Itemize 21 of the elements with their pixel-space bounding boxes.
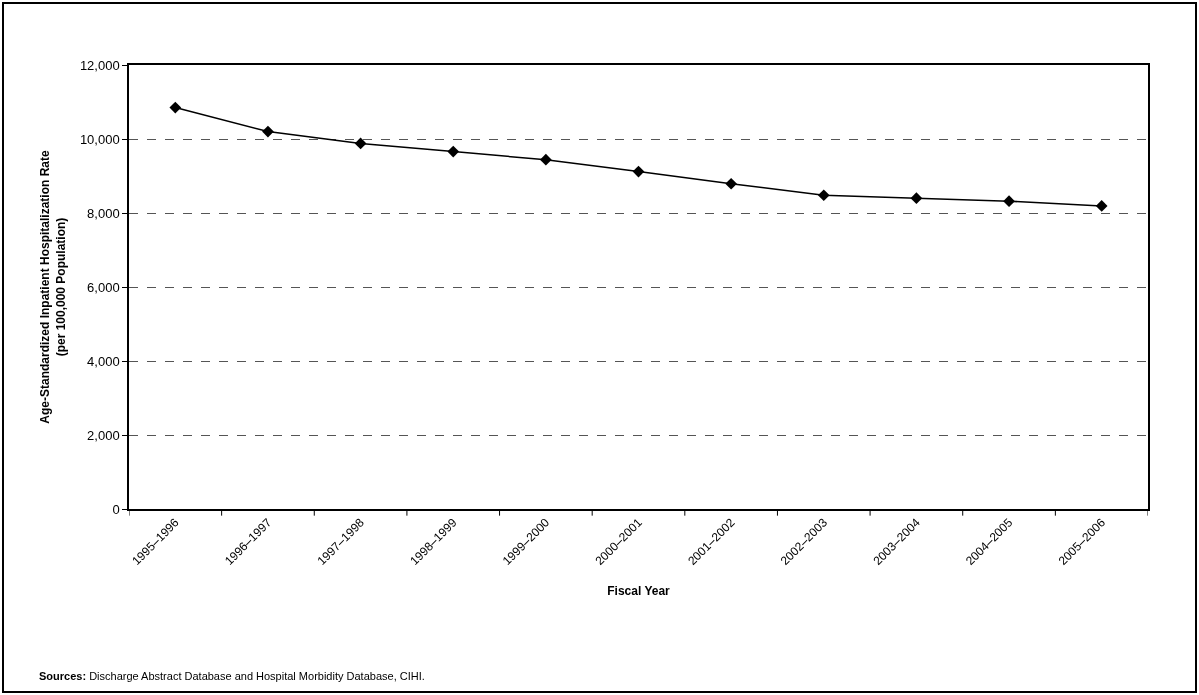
- y-tick-label: 12,000: [79, 57, 120, 73]
- source-note: Sources: Discharge Abstract Database and Hospital Morbidity Database, CIHI.: [39, 670, 425, 682]
- point: [169, 101, 182, 114]
- y-tick-label: 8,000: [87, 205, 120, 221]
- point: [447, 145, 460, 158]
- point: [1003, 195, 1015, 208]
- point: [540, 153, 552, 166]
- y-tick-label: 10,000: [79, 131, 120, 147]
- x-axis-title: Fiscal Year: [607, 584, 671, 599]
- y-tick-label: 0: [112, 501, 120, 517]
- y-tick-label: 2,000: [87, 427, 120, 443]
- point: [354, 137, 367, 150]
- point: [262, 125, 274, 138]
- y-axis-title: Age-Standardized Inpatient Hospitalization Rate (per 100,000 Population): [38, 150, 68, 424]
- point: [725, 177, 737, 190]
- y-tick-label: 6,000: [87, 279, 120, 295]
- point: [817, 189, 830, 202]
- y-tick-label: 4,000: [87, 353, 120, 369]
- point: [910, 192, 923, 205]
- point: [632, 165, 645, 178]
- point: [1095, 200, 1108, 212]
